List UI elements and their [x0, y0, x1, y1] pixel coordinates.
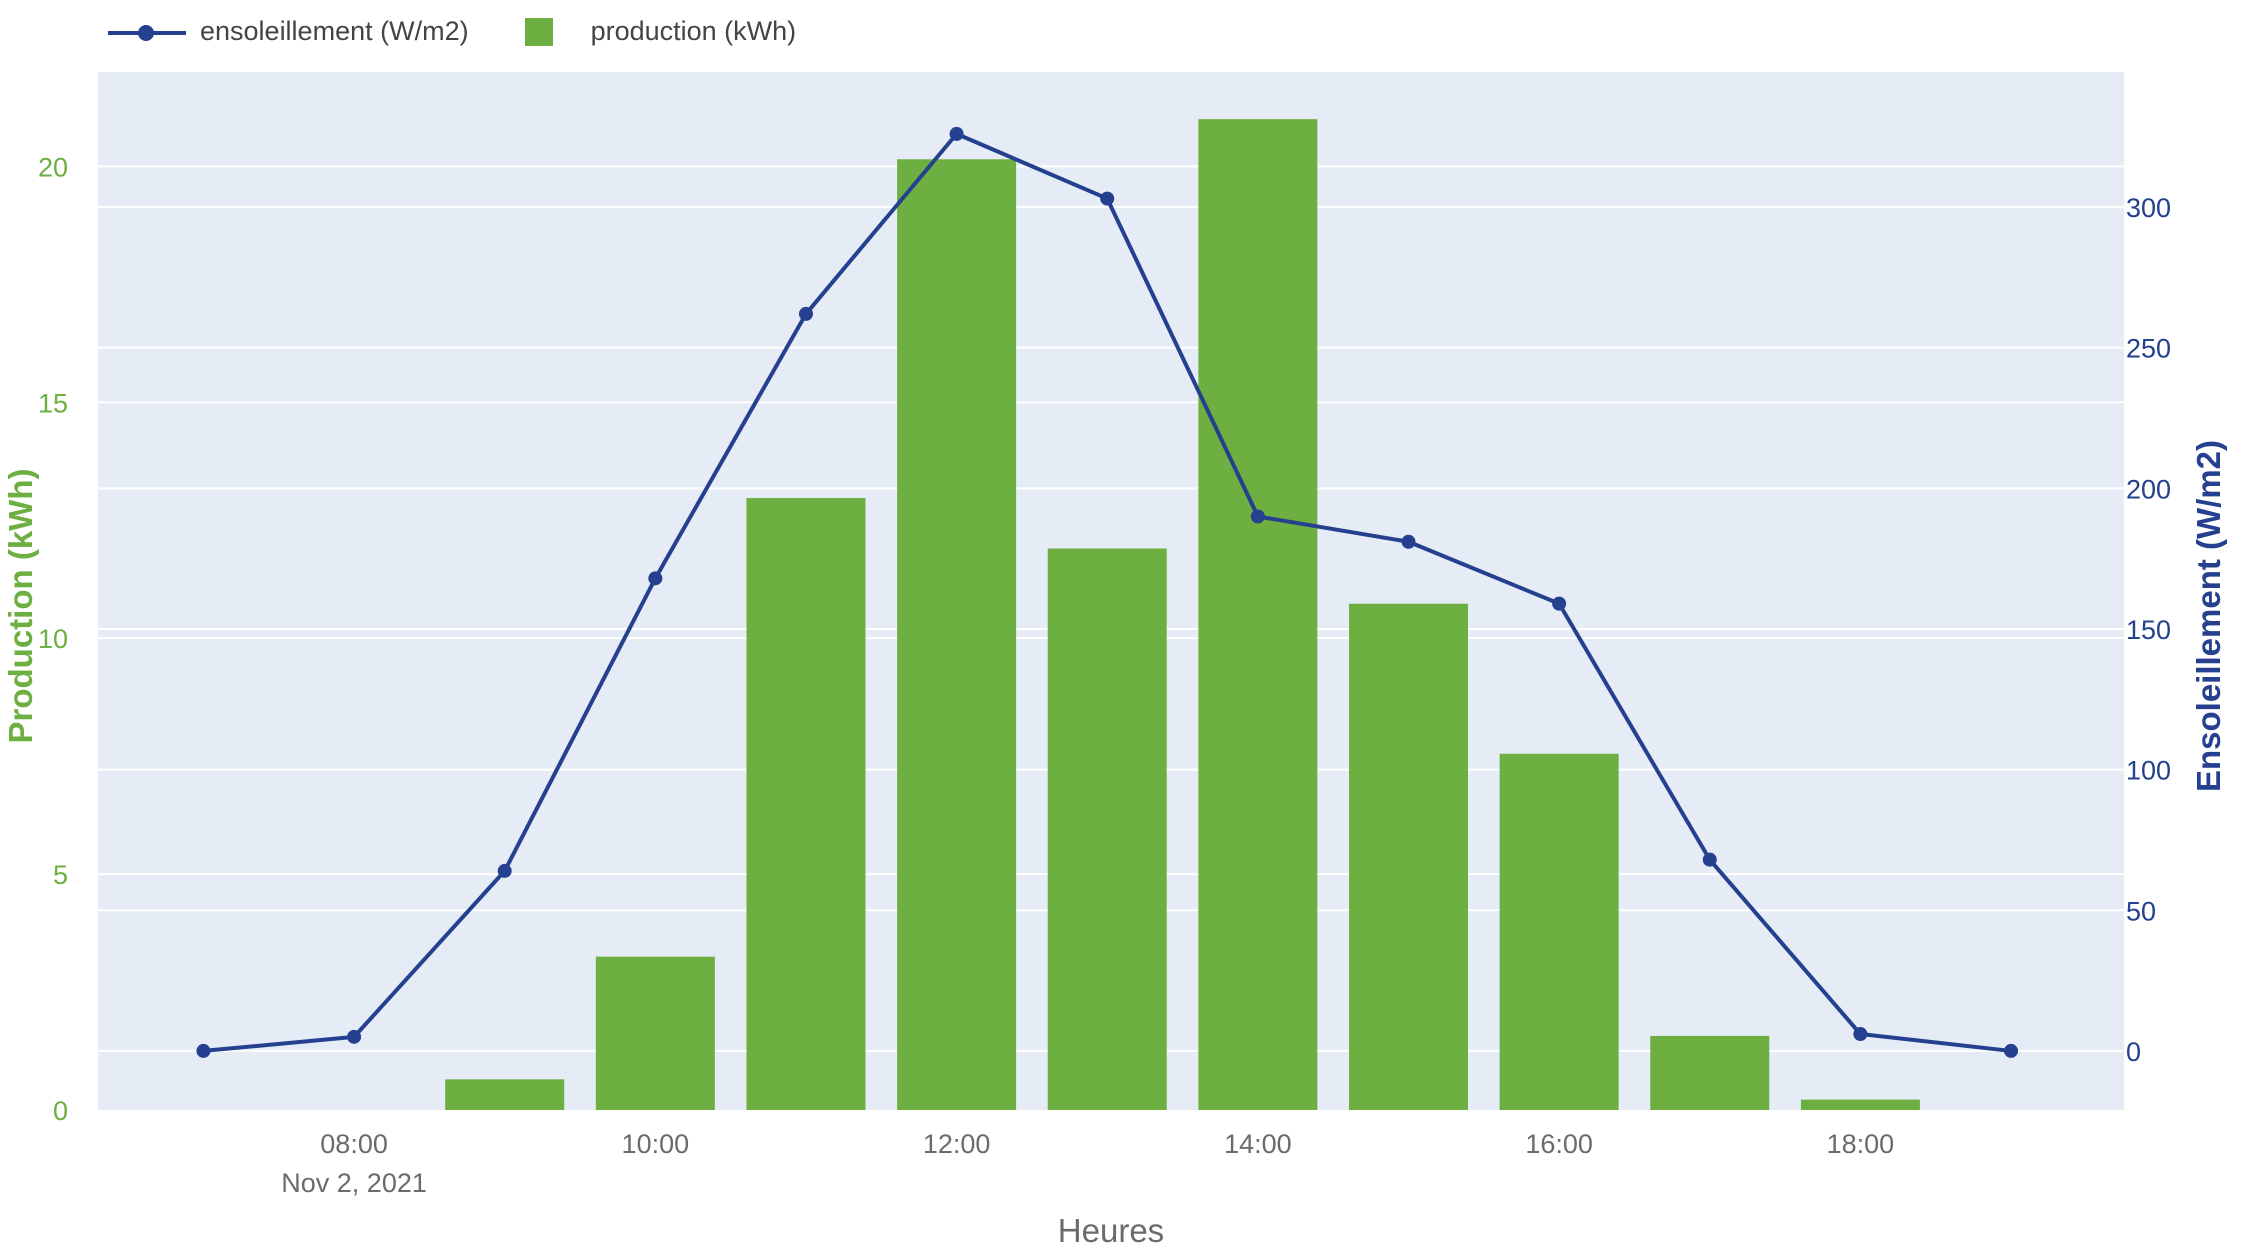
- production-bar[interactable]: [1047, 548, 1167, 1110]
- ensoleillement-point[interactable]: [347, 1029, 362, 1044]
- x-tick-label: 10:00: [622, 1129, 690, 1159]
- ensoleillement-point[interactable]: [497, 863, 512, 878]
- ensoleillement-point[interactable]: [949, 126, 964, 141]
- ensoleillement-point[interactable]: [1100, 191, 1115, 206]
- ensoleillement-point[interactable]: [1853, 1027, 1868, 1042]
- production-bar[interactable]: [1348, 603, 1468, 1110]
- y-right-tick-label: 100: [2126, 756, 2171, 786]
- x-axis-title: Heures: [1058, 1212, 1164, 1249]
- ensoleillement-point[interactable]: [1702, 852, 1717, 867]
- ensoleillement-point[interactable]: [1552, 596, 1567, 611]
- line-marker-icon: [108, 17, 186, 47]
- ensoleillement-point[interactable]: [648, 571, 663, 586]
- production-bar[interactable]: [595, 956, 715, 1110]
- x-tick-label: 12:00: [923, 1129, 991, 1159]
- production-bar[interactable]: [897, 159, 1017, 1110]
- y-axis-left-title: Production (kWh): [2, 469, 39, 744]
- x-tick-label: 14:00: [1224, 1129, 1292, 1159]
- legend-item-ensoleillement[interactable]: ensoleillement (W/m2): [108, 16, 469, 47]
- x-tick-label: 16:00: [1525, 1129, 1593, 1159]
- x-axis-date-label: Nov 2, 2021: [281, 1168, 427, 1198]
- ensoleillement-line: [196, 126, 2019, 1058]
- bar-square-icon: [524, 17, 553, 46]
- x-tick-label: 08:00: [320, 1129, 388, 1159]
- y-left-tick-label: 0: [53, 1096, 68, 1126]
- y-left-tick-label: 5: [53, 860, 68, 890]
- y-right-tick-label: 0: [2126, 1037, 2141, 1067]
- production-bar[interactable]: [1650, 1035, 1770, 1110]
- production-bar[interactable]: [1198, 119, 1318, 1110]
- x-tick-label: 18:00: [1827, 1129, 1895, 1159]
- ensoleillement-point[interactable]: [196, 1043, 211, 1058]
- legend-item-production[interactable]: production (kWh): [524, 16, 797, 47]
- production-bar[interactable]: [1499, 753, 1619, 1110]
- y-right-tick-label: 300: [2126, 193, 2171, 223]
- y-right-tick-label: 250: [2126, 334, 2171, 364]
- y-right-tick-label: 200: [2126, 474, 2171, 504]
- y-left-tick-label: 10: [38, 624, 68, 654]
- production-bar[interactable]: [746, 498, 866, 1110]
- legend: ensoleillement (W/m2) production (kWh): [108, 16, 852, 47]
- legend-label-ensoleillement: ensoleillement (W/m2): [200, 16, 469, 46]
- y-right-tick-label: 150: [2126, 615, 2171, 645]
- production-bar[interactable]: [1800, 1099, 1920, 1110]
- y-right-tick-label: 50: [2126, 896, 2156, 926]
- ensoleillement-point[interactable]: [1250, 509, 1265, 524]
- y-left-tick-label: 20: [38, 152, 68, 182]
- ensoleillement-point[interactable]: [2004, 1043, 2019, 1058]
- ensoleillement-point[interactable]: [798, 306, 813, 321]
- production-bars: [445, 119, 1920, 1110]
- legend-label-production: production (kWh): [590, 16, 797, 46]
- production-bar[interactable]: [445, 1079, 565, 1110]
- y-left-tick-label: 15: [38, 388, 68, 418]
- y-axis-right-title: Ensoleillement (W/m2): [2190, 440, 2227, 792]
- ensoleillement-point[interactable]: [1401, 534, 1416, 549]
